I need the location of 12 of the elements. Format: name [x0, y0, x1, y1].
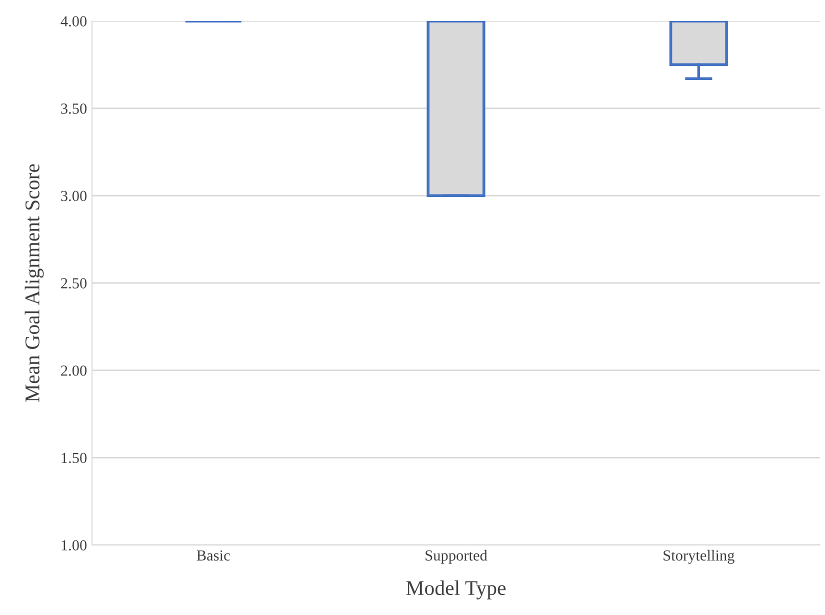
y-tick-label: 2.00 — [61, 365, 87, 376]
x-axis-title: Model Type — [406, 580, 506, 600]
y-tick-label: 1.00 — [62, 540, 87, 551]
y-axis-title: Mean Goal Alignment Score — [24, 164, 44, 402]
y-tick-label: 3.00 — [61, 190, 87, 202]
y-tick-label: 2.50 — [61, 278, 87, 289]
y-tick-label: 4.00 — [60, 16, 87, 27]
x-tick-label: Basic — [196, 550, 230, 561]
y-tick-label: 3.50 — [61, 103, 87, 114]
y-tick-label: 1.50 — [62, 452, 87, 464]
x-tick-label: Supported — [426, 550, 488, 564]
x-tick-label: Storytelling — [664, 550, 734, 564]
